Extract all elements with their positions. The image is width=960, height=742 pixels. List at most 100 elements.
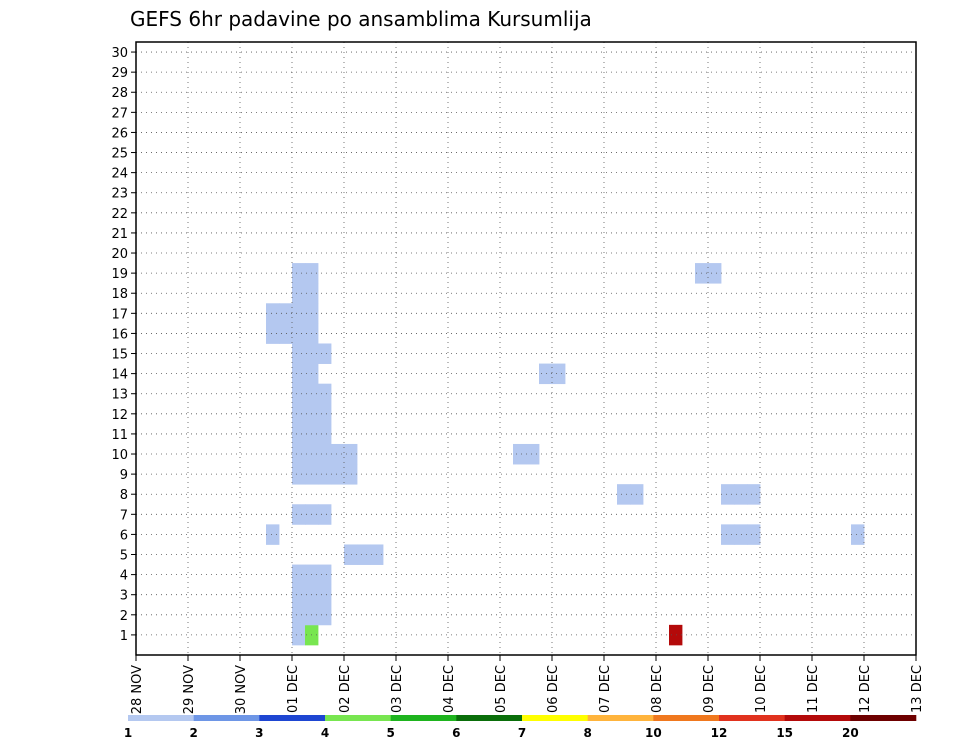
heatmap-cell: [851, 524, 865, 545]
colorbar-swatch: [719, 715, 785, 721]
x-tick-label: 04 DEC: [442, 665, 457, 713]
heatmap-cell: [734, 524, 748, 545]
x-axis: 28 NOV 29 NOV 30 NOV 01 DEC 02 DEC 03 DEC 04 D…: [130, 655, 925, 714]
y-tick-label: 11: [111, 428, 128, 443]
colorbar-label: 8: [583, 726, 591, 740]
y-tick-label: 13: [111, 388, 128, 403]
y-tick-label: 15: [111, 348, 128, 363]
colorbar-swatch: [653, 715, 720, 721]
heatmap-cell: [318, 403, 332, 425]
x-tick-label: 11 DEC: [806, 665, 821, 713]
y-tick-label: 7: [120, 508, 128, 523]
x-tick-label: 03 DEC: [390, 665, 405, 713]
heatmap-cell: [292, 604, 306, 626]
heatmap-cell: [669, 624, 683, 646]
chart-title: GEFS 6hr padavine po ansamblima Kursumli…: [130, 7, 592, 31]
heatmap-cell: [318, 584, 332, 606]
y-tick-label: 27: [111, 106, 128, 121]
y-tick-label: 18: [111, 287, 128, 302]
heatmap-cell: [331, 443, 345, 465]
x-tick-label: 05 DEC: [494, 665, 509, 713]
colorbar-swatch: [784, 715, 851, 721]
colorbar-label: 6: [452, 726, 460, 740]
heatmap-cell: [344, 544, 358, 565]
heatmap-cell: [292, 464, 306, 485]
heatmap-cell: [318, 604, 332, 626]
y-tick-label: 2: [120, 609, 128, 624]
heatmap-cell: [292, 303, 306, 324]
heatmap-cell: [318, 464, 332, 485]
y-tick-label: 30: [111, 46, 128, 61]
x-tick-label: 10 DEC: [754, 665, 769, 713]
heatmap-cell: [292, 363, 306, 385]
colorbar-label: 5: [386, 726, 394, 740]
plot-frame: [135, 41, 917, 656]
grid-lines: [136, 42, 916, 655]
heatmap-cell: [318, 443, 332, 465]
heatmap-cell: [292, 584, 306, 606]
heatmap-cell: [721, 484, 735, 505]
heatmap-cell: [357, 544, 371, 565]
heatmap-cell: [318, 564, 332, 586]
y-tick-label: 10: [111, 448, 128, 463]
heatmap-cell: [292, 443, 306, 465]
colorbar-swatch: [193, 715, 260, 721]
heatmap-cell: [747, 524, 761, 545]
heatmap-cell: [526, 443, 540, 465]
x-tick-label: 30 NOV: [234, 665, 249, 714]
x-tick-label: 12 DEC: [858, 665, 873, 713]
colorbar-swatch: [587, 715, 654, 721]
heatmap-cell: [539, 363, 553, 385]
x-tick-label: 02 DEC: [338, 665, 353, 713]
y-tick-label: 14: [111, 368, 128, 383]
heatmap-cell: [292, 343, 306, 364]
heatmap-cell: [708, 263, 722, 284]
heatmap-cell: [266, 303, 280, 324]
y-tick-label: 16: [111, 327, 128, 342]
colorbar-label: 10: [645, 726, 662, 740]
heatmap-cell: [279, 303, 293, 324]
colorbar-swatch: [522, 715, 588, 721]
x-tick-label: 29 NOV: [182, 665, 197, 714]
heatmap-cell: [617, 484, 631, 505]
y-tick-label: 6: [120, 528, 128, 543]
colorbar-label: 7: [518, 726, 526, 740]
y-tick-label: 4: [120, 569, 128, 584]
y-axis: 1234567891011121314151617181920212223242…: [111, 46, 136, 644]
heatmap-cell: [292, 423, 306, 445]
heatmap-cell: [292, 263, 306, 284]
heatmap-cell: [318, 343, 332, 364]
colorbar-label: 1: [124, 726, 132, 740]
colorbar-swatch: [128, 715, 194, 721]
colorbar-label: 3: [255, 726, 263, 740]
heatmap-cells: [266, 263, 865, 646]
heatmap-cell: [734, 484, 748, 505]
y-tick-label: 12: [111, 408, 128, 423]
y-tick-label: 23: [111, 187, 128, 202]
heatmap-cell: [279, 323, 293, 344]
y-tick-label: 20: [111, 247, 128, 262]
heatmap-cell: [552, 363, 566, 385]
heatmap-cell: [292, 564, 306, 586]
y-tick-label: 25: [111, 147, 128, 162]
y-tick-label: 21: [111, 227, 128, 242]
y-tick-label: 17: [111, 307, 128, 322]
heatmap-cell: [344, 464, 358, 485]
x-tick-label: 13 DEC: [910, 665, 925, 713]
x-tick-label: 08 DEC: [650, 665, 665, 713]
colorbar-label: 2: [189, 726, 197, 740]
heatmap-cell: [513, 443, 527, 465]
y-tick-label: 8: [120, 488, 128, 503]
heatmap-cell: [292, 383, 306, 405]
heatmap-cell: [292, 283, 306, 304]
colorbar-label: 12: [711, 726, 728, 740]
heatmap-cell: [318, 383, 332, 405]
colorbar: 1 2 3 4 5 6 7 8 10 12 15 20: [124, 715, 917, 740]
colorbar-swatch: [259, 715, 326, 721]
heatmap-cell: [292, 323, 306, 344]
x-tick-label: 07 DEC: [598, 665, 613, 713]
y-tick-label: 1: [120, 629, 128, 644]
y-tick-label: 5: [120, 549, 128, 564]
y-tick-label: 3: [120, 589, 128, 604]
x-tick-label: 09 DEC: [702, 665, 717, 713]
